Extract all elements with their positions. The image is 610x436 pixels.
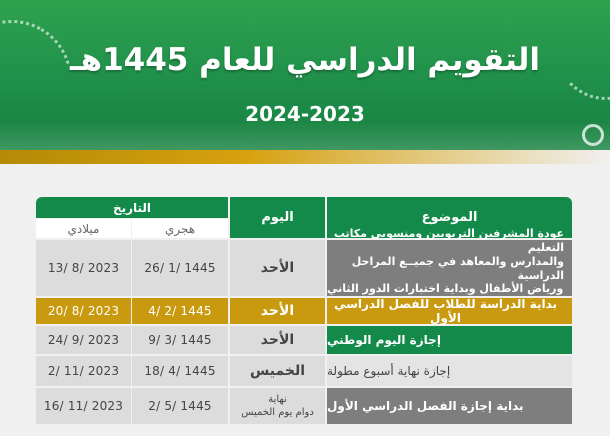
table-row-day: الأحد bbox=[230, 298, 325, 324]
ring-decoration bbox=[582, 124, 604, 146]
table-row-subject: عودة المشرفين التربويين ومنسوبي مكاتب ال… bbox=[327, 227, 572, 296]
table-row-gregorian: 16/ 11/ 2023 bbox=[36, 388, 131, 424]
column-header-day: اليوم bbox=[230, 197, 325, 238]
table-row-gregorian: 2/ 11/ 2023 bbox=[36, 356, 131, 386]
gold-divider bbox=[0, 150, 610, 164]
table-row-hijri: 18/ 4/ 1445 bbox=[132, 356, 228, 386]
table-row-hijri: 26/ 1/ 1445 bbox=[132, 240, 228, 296]
table-row-gregorian: 24/ 9/ 2023 bbox=[36, 326, 131, 354]
table-row-day: الأحد bbox=[230, 240, 325, 296]
page-title: التقويم الدراسي للعام 1445هـ bbox=[69, 42, 541, 78]
day-line: دوام يوم الخميس bbox=[241, 407, 314, 418]
table-row-day: نهاية دوام يوم الخميس bbox=[230, 388, 325, 424]
subject-line: عودة المشرفين التربويين ومنسوبي مكاتب ال… bbox=[333, 227, 564, 254]
subject-line: ورياض الأطفال وبداية اختبارات الدور الثا… bbox=[327, 282, 564, 296]
table-row-subject: إجازة نهاية أسبوع مطولة bbox=[327, 356, 572, 386]
table-row-hijri: 9/ 3/ 1445 bbox=[132, 326, 228, 354]
table-row-gregorian: 13/ 8/ 2023 bbox=[36, 240, 131, 296]
table-row-day: الخميس bbox=[230, 356, 325, 386]
table-row-day: الأحد bbox=[230, 326, 325, 354]
table-row-subject: بداية الدراسة للطلاب للفصل الدراسي الأول bbox=[327, 297, 572, 325]
column-header-gregorian: ميلادي bbox=[36, 219, 131, 238]
header-banner: التقويم الدراسي للعام 1445هـ 2024-2023 bbox=[0, 0, 610, 150]
page-subtitle: 2024-2023 bbox=[245, 102, 365, 126]
column-header-date: التاريخ bbox=[36, 197, 228, 218]
table-row-gregorian: 20/ 8/ 2023 bbox=[36, 298, 131, 324]
subject-line: والمدارس والمعاهد في جميــع المراحل الدر… bbox=[351, 254, 564, 282]
table-row-subject: بداية إجازة الفصل الدراسي الأول bbox=[327, 388, 572, 424]
column-header-hijri: هجري bbox=[132, 219, 228, 238]
table-row-hijri: 2/ 5/ 1445 bbox=[132, 388, 228, 424]
day-line: نهاية bbox=[268, 394, 287, 405]
column-header-subject: الموضوع bbox=[327, 197, 572, 238]
table-row-hijri: 4/ 2/ 1445 bbox=[132, 298, 228, 324]
table-row-subject: إجازة اليوم الوطني bbox=[327, 326, 572, 354]
